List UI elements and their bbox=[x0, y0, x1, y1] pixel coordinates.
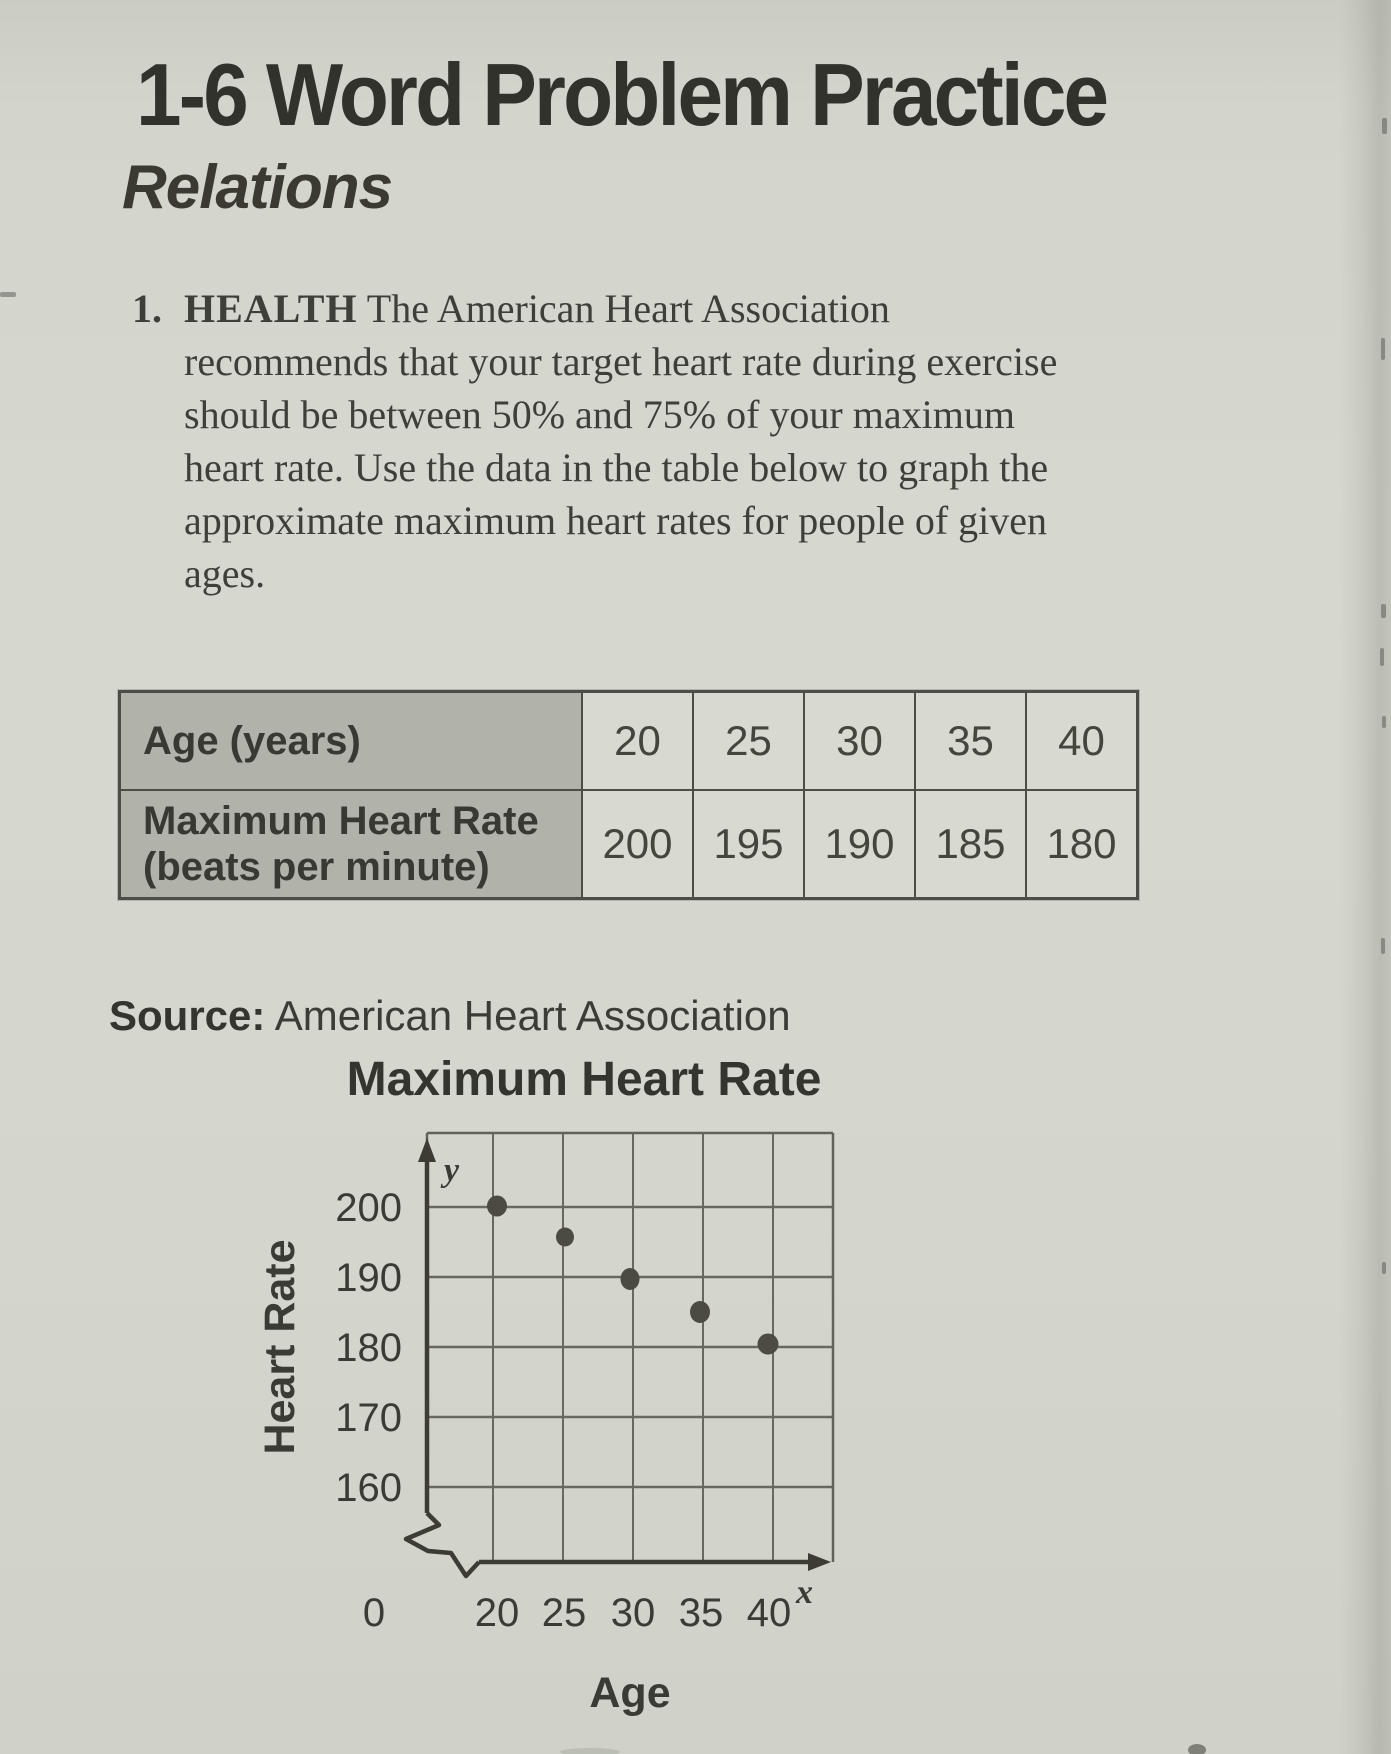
problem-text: The American Heart Association bbox=[357, 286, 890, 331]
data-point bbox=[620, 1268, 640, 1290]
origin-label: 0 bbox=[363, 1591, 385, 1635]
y-variable-label: y bbox=[440, 1152, 460, 1189]
data-table: Age (years) 20 25 30 35 40 Maximum Heart… bbox=[118, 690, 1139, 900]
table-header-rate: Maximum Heart Rate (beats per minute) bbox=[121, 789, 581, 897]
data-point bbox=[757, 1333, 779, 1355]
y-axis bbox=[418, 1138, 436, 1513]
table-header-age: Age (years) bbox=[121, 693, 581, 789]
problem-1: 1. HEALTH The American Heart Association … bbox=[132, 282, 1192, 600]
problem-line: should be between 50% and 75% of your ma… bbox=[184, 392, 1015, 437]
problem-line: heart rate. Use the data in the table be… bbox=[184, 445, 1049, 490]
x-tick-label: 35 bbox=[679, 1591, 724, 1635]
table-header-rate-line1: Maximum Heart Rate bbox=[143, 799, 539, 843]
x-axis bbox=[403, 1511, 831, 1579]
source-label: Source: bbox=[109, 992, 266, 1039]
x-tick-label: 20 bbox=[475, 1591, 520, 1635]
x-axis-arrow-icon bbox=[808, 1553, 831, 1571]
y-tick-label: 160 bbox=[335, 1466, 402, 1510]
table-cell-age: 40 bbox=[1025, 693, 1136, 789]
problem-number: 1. bbox=[132, 286, 162, 331]
page-subtitle: Relations bbox=[122, 153, 393, 222]
scan-artifact bbox=[1382, 716, 1386, 728]
table-cell-rate: 190 bbox=[803, 789, 914, 897]
x-tick-label: 25 bbox=[542, 1591, 587, 1635]
problem-line: recommends that your target heart rate d… bbox=[184, 339, 1058, 384]
scatter-plot: y x 200 190 180 170 160 0 20 25 30 35 40… bbox=[256, 1131, 835, 1717]
x-tick-label: 30 bbox=[611, 1591, 656, 1635]
x-axis-title: Age bbox=[589, 1669, 670, 1717]
data-point bbox=[487, 1195, 507, 1217]
table-cell-age: 35 bbox=[914, 693, 1025, 789]
page-title: 1-6 Word Problem Practice bbox=[136, 45, 1109, 144]
axis-break-icon bbox=[403, 1511, 481, 1579]
page-edge-shadow bbox=[1339, 0, 1391, 1754]
chart-title: Maximum Heart Rate bbox=[346, 1053, 822, 1106]
scan-artifact bbox=[560, 1748, 620, 1754]
scan-artifact bbox=[1380, 648, 1384, 666]
data-points bbox=[487, 1195, 779, 1355]
y-axis-arrow-icon bbox=[418, 1138, 436, 1162]
scan-artifact bbox=[1381, 604, 1386, 618]
y-tick-labels: 200 190 180 170 160 bbox=[335, 1186, 402, 1510]
table-cell-rate: 185 bbox=[914, 789, 1025, 897]
scan-artifact bbox=[1382, 118, 1387, 134]
x-variable-label: x bbox=[795, 1574, 813, 1611]
table-cell-age: 20 bbox=[581, 693, 692, 789]
y-tick-label: 170 bbox=[335, 1396, 402, 1440]
scan-artifact bbox=[1188, 1744, 1206, 1754]
source-line: Source: American Heart Association bbox=[109, 992, 791, 1040]
x-tick-label: 40 bbox=[747, 1591, 792, 1635]
scan-artifact bbox=[1381, 938, 1385, 954]
problem-line: approximate maximum heart rates for peop… bbox=[184, 498, 1048, 543]
y-tick-label: 200 bbox=[335, 1186, 402, 1230]
y-tick-label: 180 bbox=[335, 1326, 402, 1370]
table-cell-age: 25 bbox=[692, 693, 803, 789]
y-tick-label: 190 bbox=[335, 1256, 402, 1300]
data-point bbox=[690, 1301, 710, 1323]
problem-line: ages. bbox=[184, 551, 266, 596]
table-header-rate-line2: (beats per minute) bbox=[143, 845, 490, 889]
problem-keyword: HEALTH bbox=[184, 286, 358, 331]
scan-artifact bbox=[1382, 1262, 1386, 1274]
y-axis-title: Heart Rate bbox=[256, 1239, 304, 1454]
x-tick-labels: 0 20 25 30 35 40 bbox=[363, 1591, 791, 1635]
source-text: American Heart Association bbox=[265, 992, 791, 1039]
table-cell-rate: 200 bbox=[581, 789, 692, 897]
scan-artifact bbox=[1381, 338, 1385, 360]
data-point bbox=[556, 1227, 574, 1247]
scan-artifact bbox=[0, 292, 16, 297]
table-cell-rate: 180 bbox=[1025, 789, 1136, 897]
table-cell-rate: 195 bbox=[692, 789, 803, 897]
table-cell-age: 30 bbox=[803, 693, 914, 789]
problem-line: 1. HEALTH The American Heart Association bbox=[132, 282, 1192, 335]
